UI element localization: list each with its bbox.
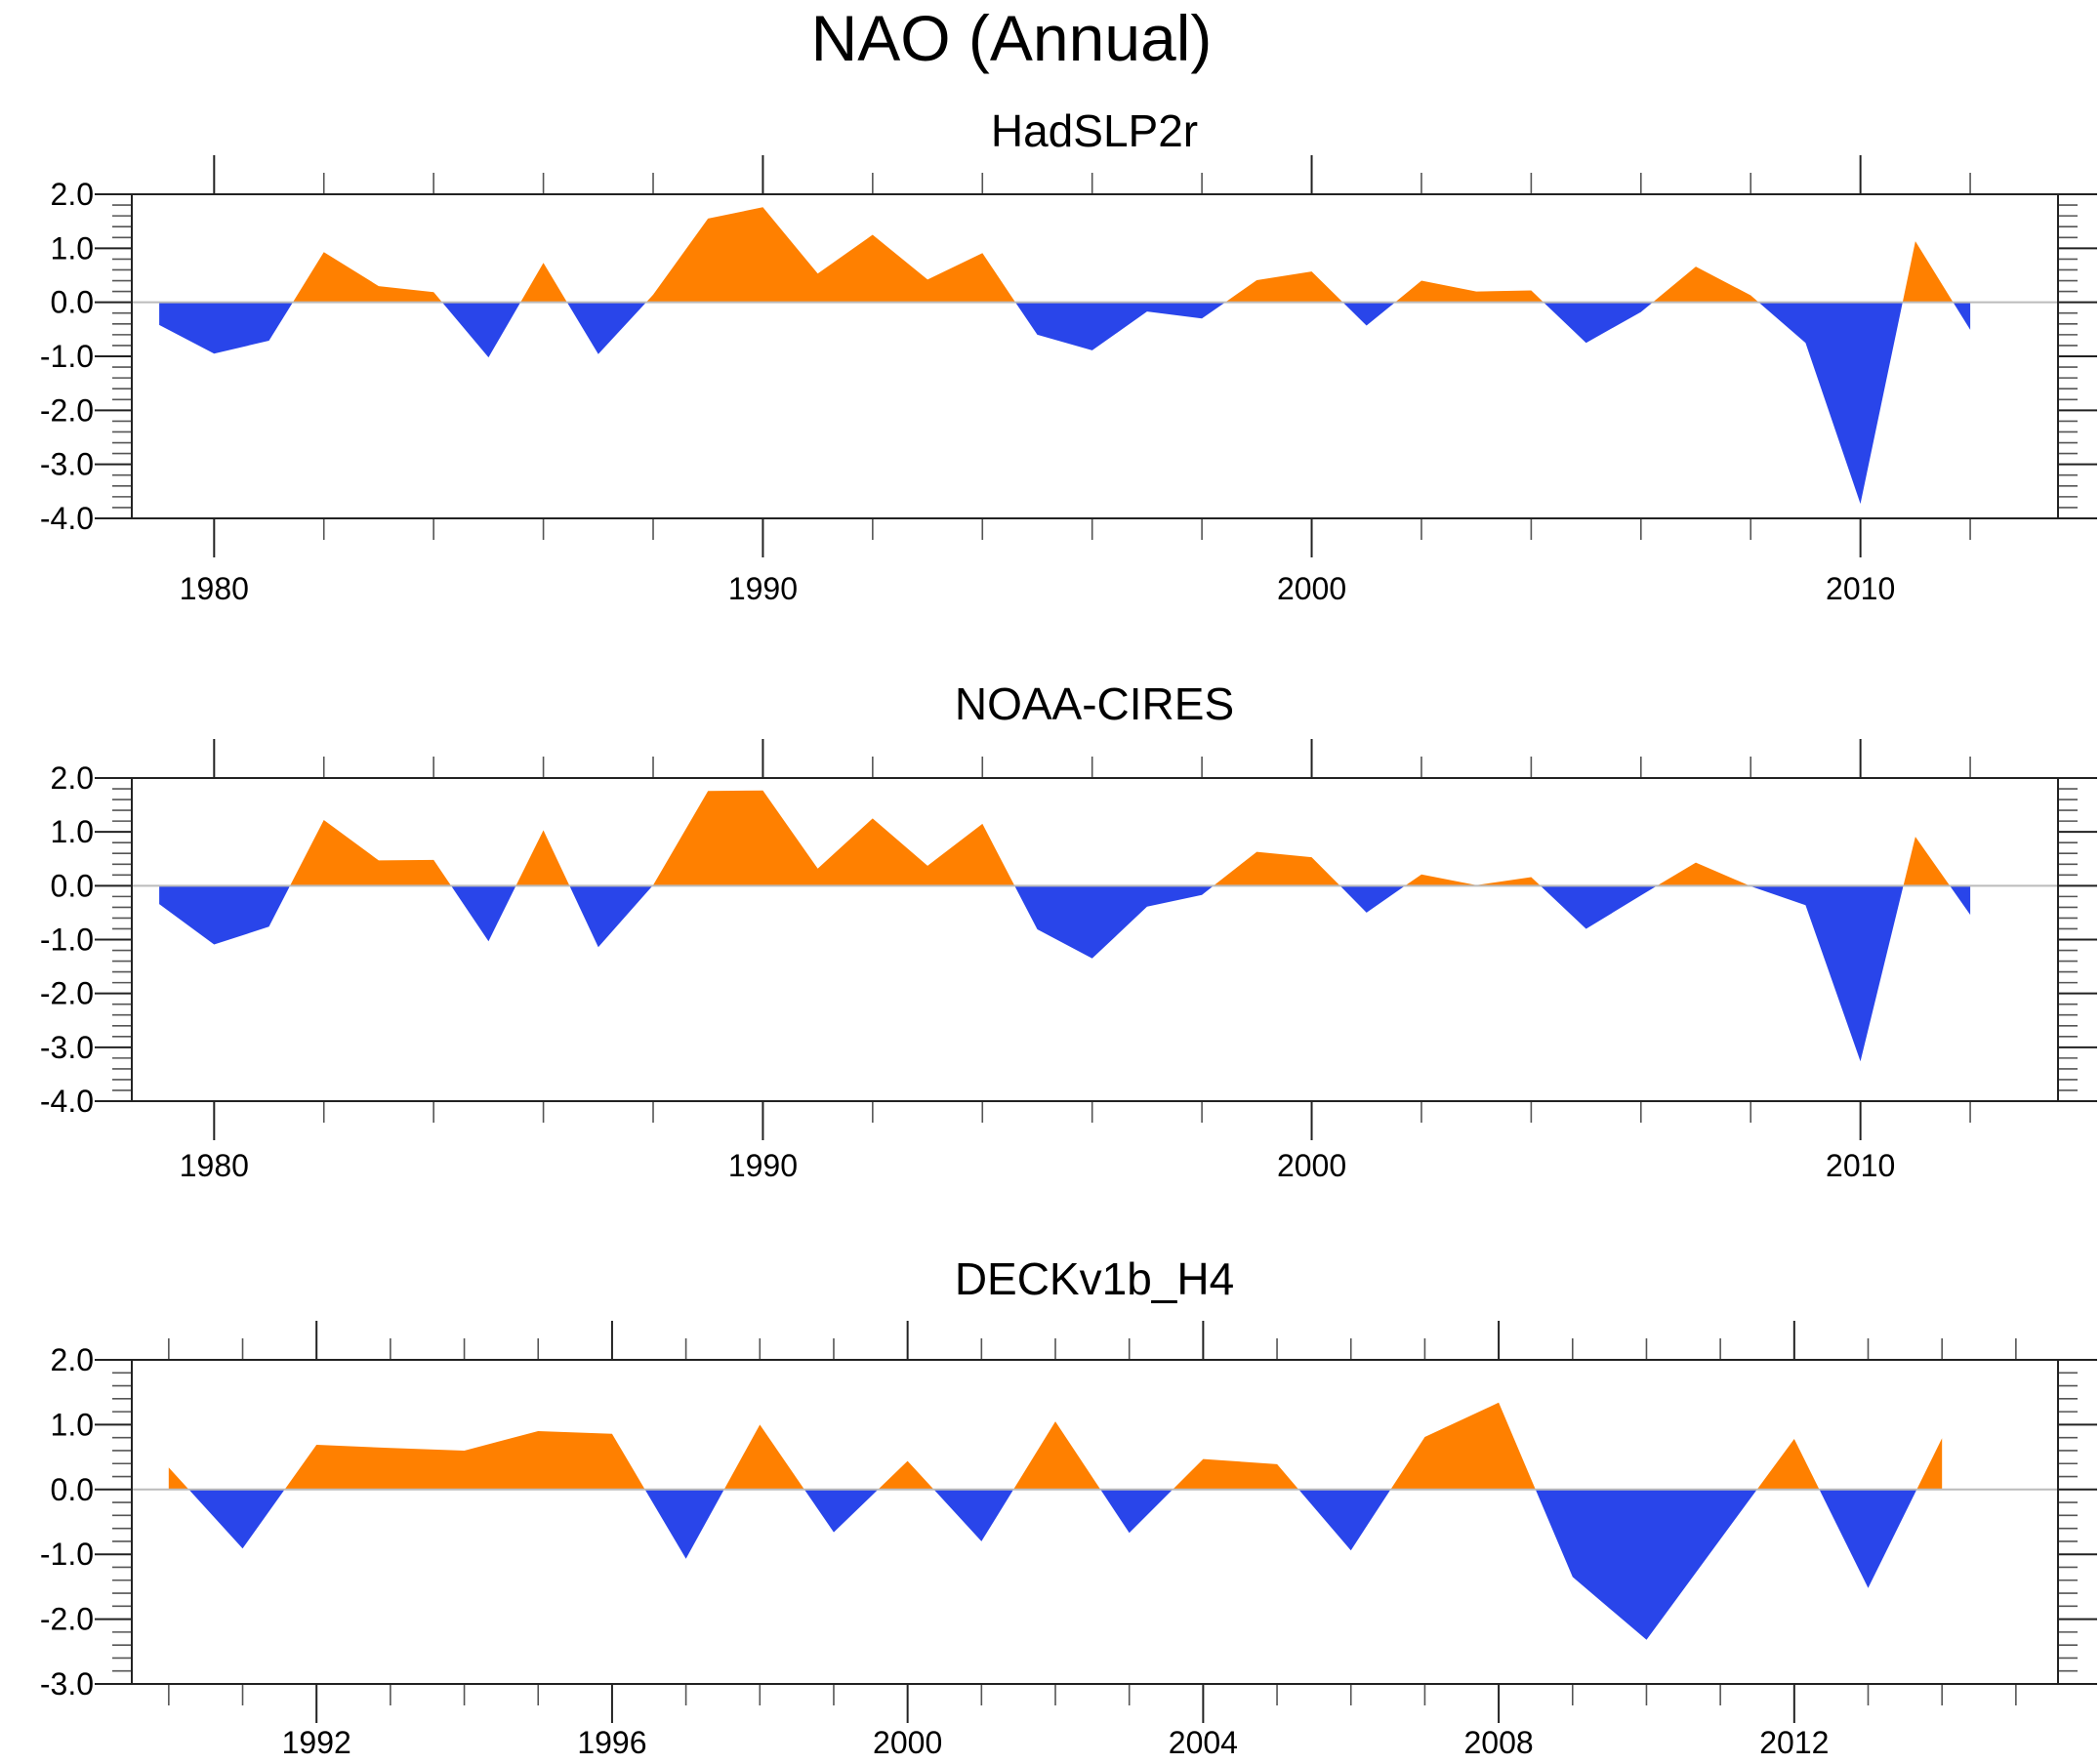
panel-deckv1b-h4: DECKv1b_H4 2.0 1.0 0.0 -1.0 -2.0 -3.0 1992 1996… (40, 1253, 2097, 1760)
y-tick-label: -4.0 (40, 501, 94, 536)
negative-anomaly-area (159, 885, 291, 945)
positive-anomaly-area (1405, 874, 1541, 886)
positive-anomaly-area (645, 207, 1016, 303)
y-tick-label: 0.0 (51, 868, 94, 903)
plot-frame (131, 193, 2059, 519)
negative-anomaly-area (1749, 885, 1904, 1062)
positive-anomaly-area (1756, 1439, 1820, 1490)
panel-title: DECKv1b_H4 (955, 1253, 1234, 1304)
positive-anomaly-area (284, 1431, 645, 1490)
x-tick-label: 2000 (873, 1725, 942, 1760)
negative-anomaly-area (803, 1489, 879, 1533)
y-tick-label: -3.0 (40, 1666, 94, 1702)
y-tick-label: 2.0 (51, 1342, 94, 1377)
y-tick-label: -2.0 (40, 392, 94, 428)
positive-anomaly-area (515, 830, 570, 886)
positive-anomaly-area (723, 1424, 804, 1490)
y-tick-label: 2.0 (51, 760, 94, 796)
negative-anomaly-area (1819, 1489, 1917, 1588)
negative-anomaly-area (1015, 302, 1225, 350)
panel-noaa-cires: NOAA-CIRES 2.0 1.0 0.0 -1.0 -2.0 -3.0 -4.0 1980… (40, 678, 2097, 1183)
negative-anomaly-area (566, 302, 646, 354)
x-tick-label: 1990 (728, 1148, 798, 1183)
plot-frame (131, 1359, 2059, 1685)
positive-anomaly-area (292, 252, 442, 303)
negative-anomaly-area (644, 1489, 724, 1559)
negative-anomaly-area (451, 885, 516, 942)
x-tick-label: 1980 (180, 571, 249, 606)
y-tick-label: -3.0 (40, 1030, 94, 1065)
plot-frame (131, 777, 2059, 1102)
y-tick-label: 1.0 (51, 1407, 94, 1442)
negative-anomaly-area (1540, 885, 1658, 929)
negative-anomaly-area (1014, 885, 1215, 959)
positive-anomaly-area (1394, 280, 1544, 303)
y-tick-label: -4.0 (40, 1084, 94, 1119)
x-tick-label: 2000 (1277, 571, 1346, 606)
x-tick-label: 1992 (282, 1725, 351, 1760)
positive-anomaly-area (652, 790, 1015, 886)
positive-anomaly-area (1657, 862, 1750, 886)
positive-anomaly-area (1390, 1402, 1536, 1490)
negative-anomaly-area (1544, 302, 1653, 344)
y-tick-label: -1.0 (40, 923, 94, 958)
y-tick-label: 2.0 (51, 177, 94, 212)
y-tick-label: -2.0 (40, 1602, 94, 1637)
negative-anomaly-area (1298, 1489, 1391, 1551)
positive-anomaly-area (290, 820, 451, 886)
positive-anomaly-area (878, 1460, 934, 1490)
panel-hadslp2r: HadSLP2r 2.0 1.0 0.0 -1.0 -2.0 -3.0 -4.0 1980 19… (40, 105, 2097, 606)
x-tick-label: 1990 (728, 571, 798, 606)
x-tick-label: 2010 (1826, 1148, 1895, 1183)
negative-anomaly-area (159, 302, 293, 354)
positive-anomaly-area (1903, 837, 1951, 886)
positive-anomaly-area (1652, 267, 1759, 303)
positive-anomaly-area (1173, 1458, 1299, 1490)
negative-anomaly-area (1953, 302, 1971, 330)
positive-anomaly-area (1224, 271, 1343, 303)
y-tick-label: -1.0 (40, 339, 94, 374)
positive-anomaly-area (1902, 241, 1954, 303)
negative-anomaly-area (1339, 885, 1406, 913)
x-tick-label: 2012 (1759, 1725, 1829, 1760)
negative-anomaly-area (1100, 1489, 1174, 1534)
x-tick-label: 2008 (1464, 1725, 1534, 1760)
panel-title: HadSLP2r (991, 105, 1198, 156)
x-tick-label: 2000 (1277, 1148, 1346, 1183)
y-tick-label: -2.0 (40, 976, 94, 1011)
panel-title: NOAA-CIRES (955, 678, 1234, 729)
x-tick-label: 2010 (1826, 571, 1895, 606)
negative-anomaly-area (1342, 302, 1395, 326)
y-tick-label: 0.0 (51, 1472, 94, 1507)
chart-title: NAO (Annual) (811, 2, 1213, 74)
negative-anomaly-area (188, 1489, 285, 1549)
x-tick-label: 1996 (577, 1725, 646, 1760)
y-tick-label: -1.0 (40, 1537, 94, 1572)
positive-anomaly-area (520, 263, 567, 303)
negative-anomaly-area (569, 885, 653, 948)
y-tick-label: 1.0 (51, 814, 94, 849)
negative-anomaly-area (442, 302, 521, 358)
negative-anomaly-area (1950, 885, 1971, 916)
negative-anomaly-area (1535, 1489, 1757, 1640)
y-tick-label: 0.0 (51, 285, 94, 320)
negative-anomaly-area (933, 1489, 1014, 1541)
y-tick-label: -3.0 (40, 447, 94, 482)
x-tick-label: 2004 (1169, 1725, 1238, 1760)
positive-anomaly-area (168, 1467, 189, 1490)
x-tick-label: 1980 (180, 1148, 249, 1183)
positive-anomaly-area (1214, 851, 1340, 886)
positive-anomaly-area (1916, 1438, 1943, 1490)
positive-anomaly-area (1013, 1421, 1101, 1490)
y-tick-label: 1.0 (51, 230, 94, 266)
negative-anomaly-area (1758, 302, 1903, 505)
